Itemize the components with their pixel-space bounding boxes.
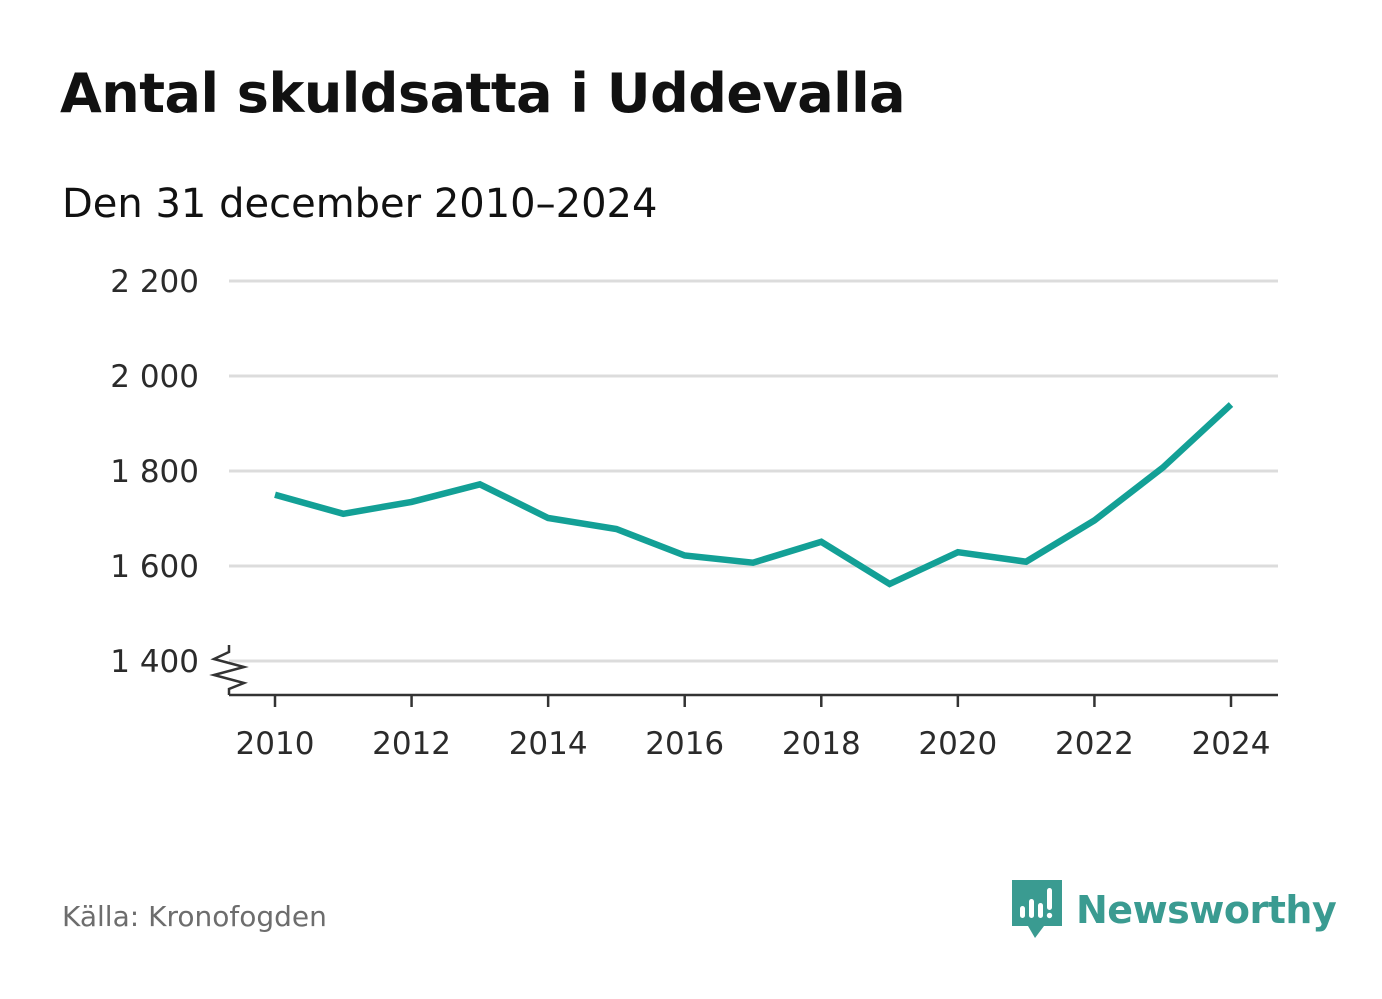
y-tick-label-1600: 1 600	[110, 549, 199, 585]
data-point-2024	[1228, 402, 1234, 408]
zigzag-axis-break-icon	[209, 645, 249, 695]
data-point-2011	[340, 511, 346, 517]
y-tick-label-2000: 2 000	[110, 359, 199, 395]
brand-name: Newsworthy	[1076, 888, 1337, 932]
x-axis: 2010 2012 2014 2016 2018 2020 2022 2024	[209, 645, 1278, 762]
y-tick-label-1800: 1 800	[110, 454, 199, 490]
series-group	[272, 402, 1234, 588]
x-tick-label-2010: 2010	[236, 726, 315, 762]
gridlines	[229, 279, 1278, 663]
y-axis-ticks: 1 400 1 600 1 800 2 000 2 200	[110, 264, 199, 680]
data-point-2015	[613, 526, 619, 532]
data-point-2020	[955, 549, 961, 555]
y-tick-label-2200: 2 200	[110, 264, 199, 300]
chart-subtitle: Den 31 december 2010–2024	[62, 181, 658, 227]
brand-logo: Newsworthy	[1012, 880, 1337, 940]
source-note: Källa: Kronofogden	[62, 900, 327, 933]
x-tick-label-2022: 2022	[1055, 726, 1134, 762]
data-point-2010	[272, 492, 278, 498]
chart-title: Antal skuldsatta i Uddevalla	[60, 62, 906, 125]
x-tick-label-2016: 2016	[645, 726, 724, 762]
x-tick-label-2018: 2018	[782, 726, 861, 762]
data-point-2016	[682, 553, 688, 559]
x-tick-label-2012: 2012	[372, 726, 451, 762]
data-point-2012	[409, 499, 415, 505]
data-point-2013	[477, 481, 483, 487]
data-point-2021	[1023, 559, 1029, 565]
bar-chart-speech-bubble-icon	[1012, 880, 1062, 938]
data-point-2022	[1091, 517, 1097, 523]
y-tick-label-1400: 1 400	[110, 644, 199, 680]
series-line-0	[274, 402, 1234, 588]
data-point-2014	[545, 515, 551, 521]
x-tick-label-2024: 2024	[1192, 726, 1271, 762]
data-point-2017	[750, 560, 756, 566]
x-tick-label-2014: 2014	[509, 726, 588, 762]
data-point-2019	[887, 581, 893, 587]
data-point-2018	[818, 539, 824, 545]
x-tick-label-2020: 2020	[918, 726, 997, 762]
data-point-2023	[1160, 465, 1166, 471]
